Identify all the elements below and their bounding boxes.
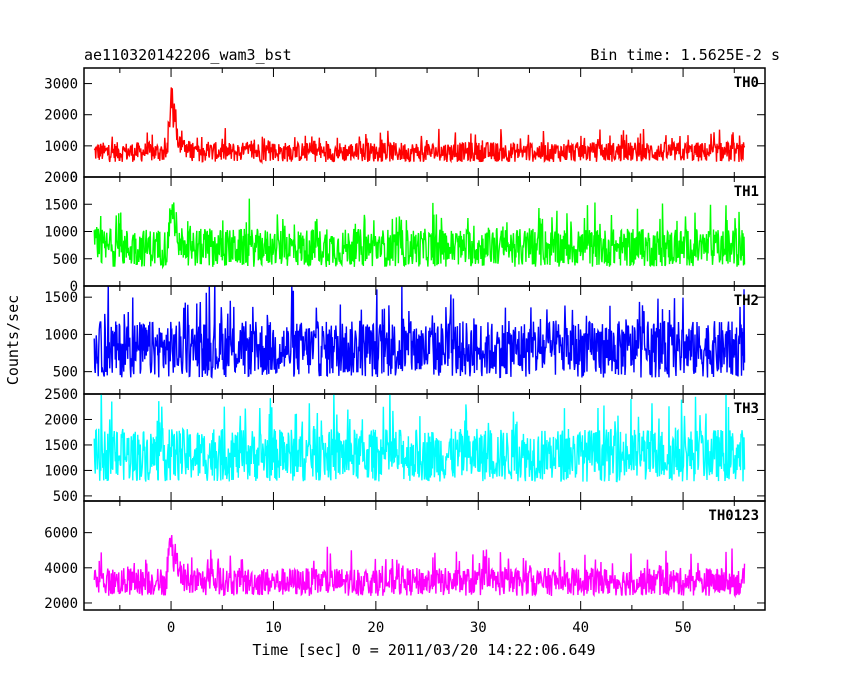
- y-axis-label: Counts/sec: [4, 295, 22, 385]
- y-tick-label: 1500: [44, 438, 78, 454]
- series-th0-line: [93, 87, 746, 165]
- y-tick-label: 1500: [44, 290, 78, 306]
- panel-label: TH0123: [708, 508, 759, 524]
- series-th1-line: [93, 198, 746, 270]
- panel-th0123: 2000 4000 6000 TH0123: [44, 500, 766, 612]
- y-tick-label: 2000: [44, 108, 78, 124]
- y-tick-label: 6000: [44, 526, 78, 542]
- panel-label: TH2: [734, 293, 759, 309]
- y-tick-label: 2000: [44, 412, 78, 428]
- y-tick-label: 1000: [44, 225, 78, 241]
- y-tick-label: 0: [70, 170, 78, 186]
- panel-th0: 0 1000 2000 3000 TH0: [44, 67, 766, 186]
- y-tick-label: 1000: [44, 463, 78, 479]
- y-tick-label: 0: [70, 279, 78, 295]
- panel-th1: 0 500 1000 1500 2000 TH1: [44, 170, 766, 295]
- y-tick-label: 1000: [44, 139, 78, 155]
- panel-label: TH3: [734, 401, 759, 417]
- y-tick-label: 3000: [44, 77, 78, 93]
- x-axis-label: Time [sec] 0 = 2011/03/20 14:22:06.649: [252, 641, 595, 659]
- y-tick-label: 500: [53, 365, 78, 381]
- series-th2-line: [93, 286, 746, 379]
- y-tick-label: 2000: [44, 170, 78, 186]
- series-th0123-line: [93, 535, 746, 599]
- x-tick-label: 50: [675, 620, 692, 636]
- chart-title-left: ae110320142206_wam3_bst: [84, 46, 292, 64]
- y-tick-label: 1000: [44, 327, 78, 343]
- panel-label: TH0: [734, 75, 759, 91]
- panel-frame: [83, 500, 766, 611]
- x-tick-label: 40: [572, 620, 589, 636]
- panel-th2: 500 1000 1500 TH2: [44, 285, 766, 395]
- x-tick-label: 20: [367, 620, 384, 636]
- y-tick-label: 4000: [44, 561, 78, 577]
- y-tick-label: 500: [53, 489, 78, 505]
- y-tick-label: 2500: [44, 387, 78, 403]
- y-tick-label: 500: [53, 252, 78, 268]
- y-tick-label: 2000: [44, 596, 78, 612]
- x-tick-label: 30: [470, 620, 487, 636]
- panel-label: TH1: [734, 184, 759, 200]
- chart-title-right: Bin time: 1.5625E-2 s: [590, 46, 780, 64]
- x-tick-label: 10: [265, 620, 282, 636]
- series-th3-line: [93, 394, 746, 483]
- x-tick-label: 0: [167, 620, 175, 636]
- panel-th3: 500 1000 1500 2000 2500 TH3: [44, 387, 766, 505]
- y-tick-label: 1500: [44, 197, 78, 213]
